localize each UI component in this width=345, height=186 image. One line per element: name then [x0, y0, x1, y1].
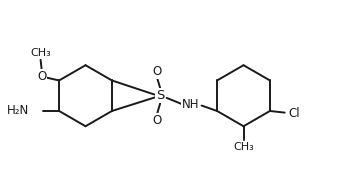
- Text: Cl: Cl: [289, 107, 300, 120]
- Text: NH: NH: [182, 98, 199, 111]
- Text: O: O: [37, 70, 46, 83]
- Text: O: O: [153, 65, 162, 78]
- Text: S: S: [156, 89, 164, 102]
- Text: O: O: [153, 114, 162, 127]
- Text: H₂N: H₂N: [7, 105, 29, 118]
- Text: CH₃: CH₃: [30, 48, 51, 58]
- Text: CH₃: CH₃: [233, 142, 254, 152]
